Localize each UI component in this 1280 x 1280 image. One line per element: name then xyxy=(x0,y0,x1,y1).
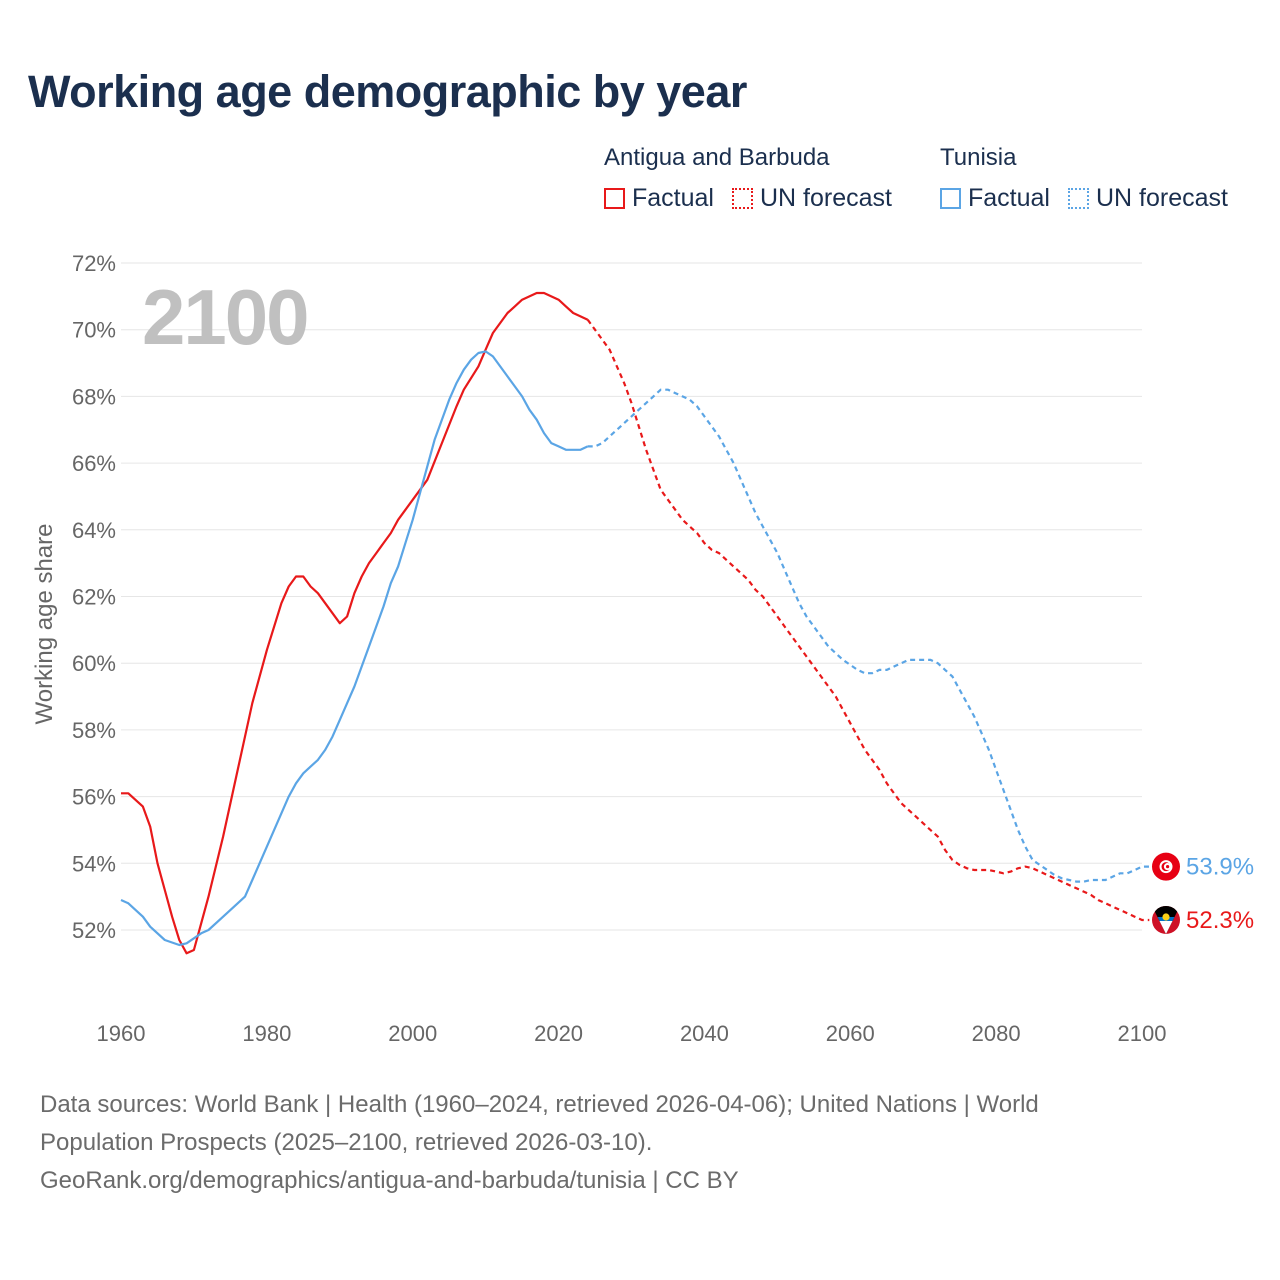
legend-item-factual[interactable]: Factual xyxy=(604,184,714,213)
legend-label: UN forecast xyxy=(1095,184,1228,212)
y-tick-label: 68% xyxy=(72,384,116,409)
y-tick-label: 62% xyxy=(72,585,116,610)
source-note: Data sources: World Bank | Health (1960–… xyxy=(40,1086,1220,1200)
y-tick-label: 64% xyxy=(72,518,116,543)
x-tick-label: 2080 xyxy=(972,1021,1021,1046)
legend-country-name: Antigua and Barbuda xyxy=(604,144,830,171)
antigua-and-barbuda-forecast-line[interactable] xyxy=(586,319,1150,922)
x-tick-label: 2100 xyxy=(1118,1021,1167,1046)
legend-item-forecast[interactable]: UN forecast xyxy=(1067,184,1228,213)
series-lines xyxy=(120,291,1150,955)
legend-label: Factual xyxy=(632,184,714,212)
chart-title: Working age demographic by year xyxy=(28,66,747,117)
tunisia-flag-icon xyxy=(1152,852,1180,881)
legend-label: Factual xyxy=(968,184,1050,212)
y-axis-ticks: 52% 54% 56% 58% 60% 62% 64% 66% 68% 70% 72% xyxy=(72,251,116,943)
source-line: Population Prospects (2025–2100, retriev… xyxy=(40,1129,653,1156)
y-tick-label: 58% xyxy=(72,718,116,743)
legend-country-name: Tunisia xyxy=(940,144,1017,171)
end-value-label: 52.3% xyxy=(1186,907,1254,934)
gridlines xyxy=(121,262,1142,931)
legend-group-antigua: Antigua and Barbuda Factual UN forecast xyxy=(604,144,910,213)
antigua-and-barbuda-flag-icon xyxy=(1152,905,1180,934)
legend-item-forecast[interactable]: UN forecast xyxy=(731,184,892,213)
end-value-label: 53.9% xyxy=(1186,854,1254,881)
y-tick-label: 56% xyxy=(72,785,116,810)
y-tick-label: 54% xyxy=(72,851,116,876)
legend-swatch-solid xyxy=(940,188,961,209)
tunisia-forecast-line[interactable] xyxy=(587,388,1150,883)
source-line: Data sources: World Bank | Health (1960–… xyxy=(40,1091,1039,1118)
x-tick-label: 2040 xyxy=(680,1021,729,1046)
source-line[interactable]: GeoRank.org/demographics/antigua-and-bar… xyxy=(40,1167,739,1194)
legend-label: UN forecast xyxy=(759,184,892,212)
current-year-watermark: 2100 xyxy=(142,273,308,361)
legend-swatch-dotted xyxy=(731,188,753,209)
y-axis-label: Working age share xyxy=(31,524,58,725)
end-markers: 52.3% 53.9% xyxy=(1152,852,1254,934)
x-tick-label: 2020 xyxy=(534,1021,583,1046)
x-tick-label: 2000 xyxy=(388,1021,437,1046)
y-tick-label: 70% xyxy=(72,318,116,343)
legend-group-tunisia: Tunisia Factual UN forecast xyxy=(940,144,1246,213)
legend-swatch-solid xyxy=(604,188,625,209)
x-tick-label: 2060 xyxy=(826,1021,875,1046)
y-tick-label: 52% xyxy=(72,918,116,943)
x-axis-ticks: 1960 1980 2000 2020 2040 2060 2080 2100 xyxy=(97,1021,1167,1046)
x-tick-label: 1960 xyxy=(97,1021,146,1046)
y-tick-label: 60% xyxy=(72,651,116,676)
antigua-and-barbuda-factual-line[interactable] xyxy=(121,291,589,955)
line-chart: 52%54%56%58%60%62%64%66%68%70%72% 1960 19… xyxy=(31,251,1254,1046)
x-tick-label: 1980 xyxy=(242,1021,291,1046)
y-tick-label: 72% xyxy=(72,251,116,276)
legend-item-factual[interactable]: Factual xyxy=(940,184,1050,213)
legend-swatch-dotted xyxy=(1067,188,1089,209)
y-tick-label: 66% xyxy=(72,451,116,476)
tunisia-factual-line[interactable] xyxy=(120,350,589,947)
